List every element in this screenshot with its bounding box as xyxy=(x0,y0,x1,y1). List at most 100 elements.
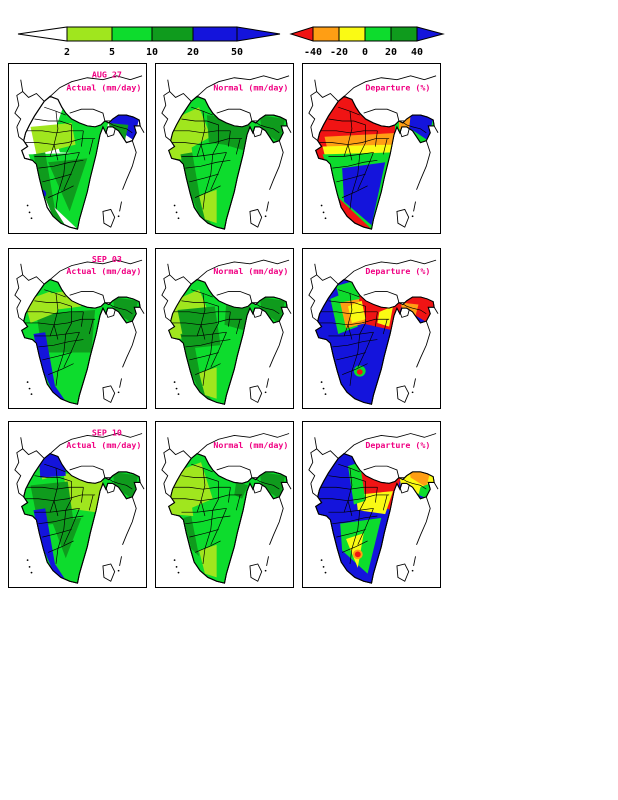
region-central-dark-big xyxy=(36,310,96,353)
island-dot xyxy=(117,215,120,218)
rainfall-colorbar: 2 5 10 20 50 xyxy=(8,25,293,63)
colorbar-tick-label: 50 xyxy=(231,47,243,58)
colorbar-tick-label: 0 xyxy=(362,47,368,58)
island-dot xyxy=(177,217,180,220)
island-dot xyxy=(320,204,323,207)
region-tamil-nadu-spot xyxy=(356,369,363,375)
region-east-yellow-pocket xyxy=(377,306,394,327)
map-panel-sep-03-actual: SEP 03 Actual (mm/day) xyxy=(8,248,147,409)
colorbar-tick-label: 20 xyxy=(385,47,397,58)
panel-title: Departure (%) xyxy=(365,440,430,450)
region-west-coast-strip xyxy=(33,332,66,402)
panel-title: Departure (%) xyxy=(365,266,430,276)
island-dot xyxy=(175,565,178,568)
state-boundaries xyxy=(318,106,427,210)
panel-date-label: SEP 10 xyxy=(92,428,122,438)
india-map-svg: SEP 03 Actual (mm/day) xyxy=(14,254,145,405)
rainfall-scale-svg: 2 5 10 20 50 xyxy=(17,26,281,58)
neighbor-outlines xyxy=(161,259,292,388)
india-map-svg: Departure (%) xyxy=(308,433,439,584)
region-yellow-pocket xyxy=(348,300,366,323)
india-map-svg: Normal (mm/day) xyxy=(161,75,292,230)
map-panel-sep-10-normal: Normal (mm/day) xyxy=(155,421,294,588)
island-dot xyxy=(173,204,176,207)
colorbar-tick-label: 2 xyxy=(64,47,70,58)
india-coastline xyxy=(315,453,435,584)
state-boundaries xyxy=(171,106,280,210)
island-dot xyxy=(28,211,31,214)
india-coastline xyxy=(21,453,141,584)
island-dot xyxy=(324,571,327,574)
island-dot xyxy=(30,217,33,220)
island-dot xyxy=(26,559,29,562)
map-panel-aug-27-normal: Normal (mm/day) xyxy=(155,63,294,234)
island-dot xyxy=(322,387,325,390)
colorbar-tick-label: 5 xyxy=(109,47,115,58)
island-dot xyxy=(177,571,180,574)
right-arrow-blue xyxy=(236,26,281,42)
sri-lanka-outline xyxy=(102,385,116,404)
colorbar-segment-green xyxy=(111,26,153,42)
island-dot xyxy=(411,391,414,394)
colorbar-tick-label: 10 xyxy=(146,47,158,58)
colorbar-tick-label: -20 xyxy=(330,47,348,58)
island-dot xyxy=(320,381,323,383)
island-dot xyxy=(26,381,29,383)
panel-title: Normal (mm/day) xyxy=(213,266,288,276)
region-southeast-spot xyxy=(354,551,361,558)
region-south-tip-light xyxy=(199,189,217,224)
panel-title: Normal (mm/day) xyxy=(213,440,288,450)
right-arrow-blue xyxy=(416,26,445,42)
india-coastline xyxy=(168,95,288,230)
region-west-coast-strip xyxy=(180,332,213,402)
colorbar-segment-yellow xyxy=(338,26,366,42)
map-panel-sep-10-actual: SEP 10 Actual (mm/day) xyxy=(8,421,147,588)
map-panel-sep-10-departure: Departure (%) xyxy=(302,421,441,588)
india-coastline xyxy=(168,278,288,405)
neighbor-outlines xyxy=(308,259,439,388)
india-map-svg: Departure (%) xyxy=(308,259,439,405)
colorbar-segment-darkgreen xyxy=(390,26,418,42)
island-dot xyxy=(173,559,176,562)
map-panel-aug-27-departure: Departure (%) xyxy=(302,63,441,234)
neighbor-outlines xyxy=(308,433,439,566)
india-map-svg: Departure (%) xyxy=(308,75,439,230)
colorbar-segment-chartreuse xyxy=(66,26,113,42)
region-south-tip-light xyxy=(199,367,217,399)
state-boundaries xyxy=(318,463,427,565)
state-boundaries xyxy=(24,106,133,210)
sri-lanka-outline xyxy=(249,385,263,404)
island-dot xyxy=(322,565,325,568)
island-dot xyxy=(324,217,327,220)
india-coastline xyxy=(21,95,141,230)
neighbor-outlines xyxy=(308,75,439,212)
india-coastline xyxy=(21,278,141,405)
india-coastline xyxy=(315,278,435,405)
map-panel-sep-03-normal: Normal (mm/day) xyxy=(155,248,294,409)
sri-lanka-outline xyxy=(249,563,263,582)
panel-date-label: AUG 27 xyxy=(92,70,122,80)
sri-lanka-outline xyxy=(102,563,116,582)
island-dot xyxy=(177,393,180,395)
island-dot xyxy=(173,381,176,383)
region-west-coast-strip xyxy=(33,508,66,581)
region-west-coast-strip xyxy=(33,152,66,227)
departure-scale-svg: -40 -20 0 20 40 xyxy=(289,26,445,58)
panel-title: Normal (mm/day) xyxy=(213,83,288,93)
region-gujarat-light xyxy=(168,128,194,161)
state-boundaries xyxy=(24,289,133,386)
colorbar-segment-orange xyxy=(312,26,340,42)
island-dot xyxy=(175,387,178,390)
island-dot xyxy=(26,204,29,207)
panel-title: Actual (mm/day) xyxy=(66,266,141,276)
region-west-coast-strip xyxy=(180,152,213,227)
island-dot xyxy=(175,211,178,214)
left-arrow-red xyxy=(289,26,314,42)
india-map-svg: SEP 10 Actual (mm/day) xyxy=(14,428,145,584)
map-panel-aug-27-actual: AUG 27 Actual (mm/day) xyxy=(8,63,147,234)
panel-title: Departure (%) xyxy=(365,83,430,93)
island-dot xyxy=(411,215,414,218)
region-east-dark-small xyxy=(234,481,248,499)
india-coastline xyxy=(168,453,288,584)
